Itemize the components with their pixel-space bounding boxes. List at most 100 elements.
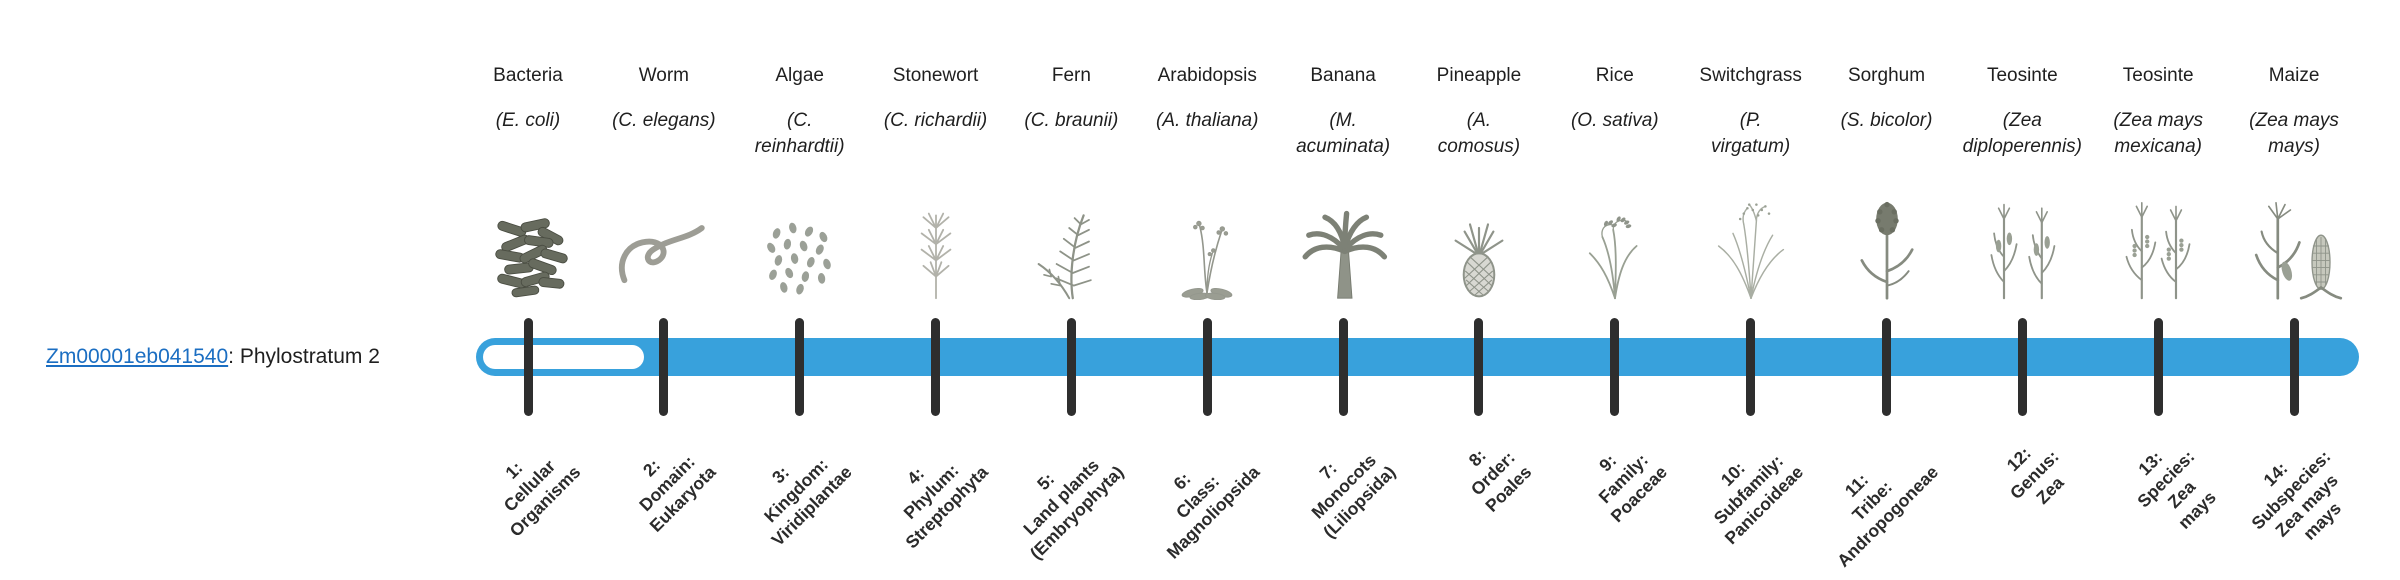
- stage-common-name: Fern: [1051, 65, 1091, 86]
- stage-tick: [795, 318, 805, 416]
- stage-scientific-name-line: (Zea mays: [2249, 110, 2339, 131]
- stage-scientific-name-line: (C.: [787, 110, 813, 131]
- stage-tick-label: 11: Tribe: Andropogoneae: [1802, 430, 1944, 572]
- worm-icon: [589, 192, 739, 300]
- stage-tick-label: 2: Domain: Eukaryota: [614, 430, 721, 537]
- stage-tick-label: 7: Monocots (Liliopsida): [1287, 430, 1400, 543]
- stage-tick: [1746, 318, 1756, 416]
- stage-tick-label: 14: Subspecies: Zea mays mays: [2231, 430, 2366, 565]
- stage-column: Teosinte (Zea diploperennis): [1947, 64, 2097, 300]
- stage-scientific-name: (O. sativa): [1540, 108, 1690, 192]
- stage-column: Worm (C. elegans): [589, 64, 739, 300]
- arabidopsis-icon: [1132, 192, 1282, 300]
- stage-common-name: Switchgrass: [1699, 65, 1802, 86]
- stage-tick: [1474, 318, 1484, 416]
- stage-common-name: Pineapple: [1436, 65, 1522, 86]
- stage-scientific-name: (M. acuminata): [1268, 108, 1418, 192]
- bacteria-icon: [453, 192, 603, 300]
- stage-scientific-name: (C. elegans): [589, 108, 739, 192]
- stage-tick: [1610, 318, 1620, 416]
- stage-column: Stonewort (C. richardii): [861, 64, 1011, 300]
- stage-column: Bacteria (E. coli): [453, 64, 603, 300]
- stage-tick-label: 4: Phylum: Streptophyta: [869, 430, 992, 553]
- sorghum-icon: [1812, 192, 1962, 300]
- stage-common-name: Sorghum: [1847, 65, 1926, 86]
- stage-tick: [1202, 318, 1212, 416]
- stage-tick-label: 9: Family: Poaceae: [1575, 430, 1672, 527]
- stage-tick: [1338, 318, 1348, 416]
- stage-tick-label: 3: Kingdom: Viridiplantae: [736, 430, 857, 551]
- stage-common-name: Teosinte: [1986, 65, 2058, 86]
- stage-tick: [659, 318, 669, 416]
- stage-scientific-name-line: (M.: [1329, 110, 1357, 131]
- stage-scientific-name-line: (C. braunii): [1024, 110, 1119, 131]
- stage-scientific-name-line: (Zea: [2002, 110, 2042, 131]
- stage-column: Rice (O. sativa): [1540, 64, 1690, 300]
- stage-common-name: Bacteria: [493, 65, 563, 86]
- stage-column: Pineapple (A. comosus): [1404, 64, 1554, 300]
- stage-scientific-name-line: mays): [2268, 136, 2320, 157]
- stage-tick: [1066, 318, 1076, 416]
- stage-column: Fern (C. braunii): [996, 64, 1146, 300]
- timeline-bar: [476, 338, 2359, 376]
- pineapple-icon: [1404, 192, 1554, 300]
- stage-tick-label: 5: Land plants (Embryophyta): [994, 430, 1128, 564]
- stage-column: Banana (M. acuminata): [1268, 64, 1418, 300]
- stage-scientific-name-line: diploperennis): [1962, 136, 2083, 157]
- stage-scientific-name: (C. richardii): [861, 108, 1011, 192]
- stage-common-name: Banana: [1310, 65, 1376, 86]
- teosinte-mexicana-icon: [2083, 192, 2233, 300]
- stage-tick-label: 12: Genus: Zea: [1990, 430, 2079, 519]
- stage-tick: [523, 318, 533, 416]
- stage-scientific-name-line: (A. thaliana): [1156, 110, 1259, 131]
- stage-scientific-name: (C. reinhardtii): [725, 108, 875, 192]
- stage-column: Algae (C. reinhardtii): [725, 64, 875, 300]
- stonewort-icon: [861, 192, 1011, 300]
- banana-icon: [1268, 192, 1418, 300]
- stage-common-name: Maize: [2268, 65, 2320, 86]
- stage-common-name: Worm: [638, 65, 689, 86]
- stage-scientific-name-line: reinhardtii): [754, 136, 845, 157]
- stage-scientific-name-line: (P.: [1739, 110, 1762, 131]
- rice-icon: [1540, 192, 1690, 300]
- teosinte-diploperennis-icon: [1947, 192, 2097, 300]
- stage-scientific-name-line: comosus): [1437, 136, 1521, 157]
- stage-tick: [2289, 318, 2299, 416]
- stage-tick-label: 8: Order: Poales: [1449, 430, 1536, 517]
- stage-tick: [2017, 318, 2027, 416]
- stage-column: Sorghum (S. bicolor): [1812, 64, 1962, 300]
- stage-common-name: Teosinte: [2122, 65, 2194, 86]
- timeline-unfilled-segment: [483, 345, 644, 369]
- gene-phylostratum-text: : Phylostratum 2: [228, 345, 380, 368]
- gene-id-link[interactable]: Zm00001eb041540: [46, 345, 229, 368]
- stage-scientific-name-line: (S. bicolor): [1840, 110, 1933, 131]
- stage-tick: [2153, 318, 2163, 416]
- stage-scientific-name-line: (E. coli): [495, 110, 561, 131]
- stage-scientific-name-line: acuminata): [1296, 136, 1391, 157]
- maize-icon: [2219, 192, 2369, 300]
- fern-icon: [996, 192, 1146, 300]
- stage-scientific-name: (E. coli): [453, 108, 603, 192]
- stage-scientific-name: (Zea diploperennis): [1947, 108, 2097, 192]
- stage-tick: [1882, 318, 1891, 416]
- stage-scientific-name: (Zea mays mays): [2219, 108, 2369, 192]
- stage-scientific-name-line: (C. richardii): [883, 110, 988, 131]
- stage-scientific-name-line: (Zea mays: [2113, 110, 2204, 131]
- stage-scientific-name-line: (C. elegans): [612, 110, 716, 131]
- stage-scientific-name: (S. bicolor): [1812, 108, 1962, 192]
- stage-tick-label: 13: Species: Zea mays: [2117, 430, 2230, 543]
- stage-common-name: Rice: [1595, 65, 1634, 86]
- algae-icon: [725, 192, 875, 300]
- stage-tick-label: 6: Class: Magnoliopsida: [1131, 430, 1264, 563]
- stage-scientific-name: (A. comosus): [1404, 108, 1554, 192]
- stage-column: Switchgrass (P. virgatum): [1676, 64, 1826, 300]
- stage-tick-label: 1: Cellular Organisms: [473, 430, 584, 541]
- stage-column: Maize (Zea mays mays): [2219, 64, 2369, 300]
- stage-column: Arabidopsis (A. thaliana): [1132, 64, 1282, 300]
- stage-scientific-name-line: mexicana): [2114, 136, 2203, 157]
- stage-scientific-name-line: (O. sativa): [1570, 110, 1659, 131]
- switchgrass-icon: [1676, 192, 1826, 300]
- stage-common-name: Arabidopsis: [1157, 65, 1257, 86]
- stage-scientific-name: (C. braunii): [996, 108, 1146, 192]
